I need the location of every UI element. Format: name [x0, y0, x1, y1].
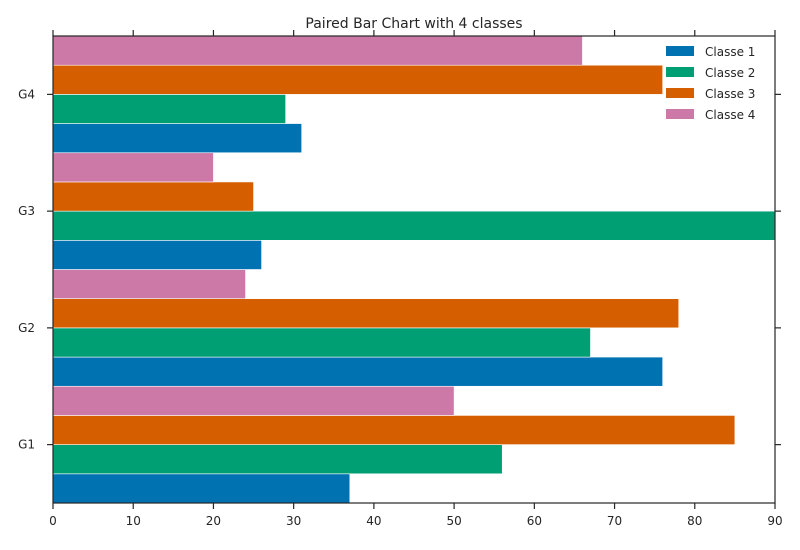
y-tick-label: G3	[18, 204, 35, 218]
legend-label: Classe 4	[705, 108, 755, 122]
bar-g4-series-4	[52, 35, 583, 66]
bar-g1-series-4	[52, 385, 455, 416]
bar-g1-series-1	[52, 473, 351, 504]
ticks-layer: 0 10 20 30 40 50 60 70 80 90 G1 G2 G3 G4	[18, 30, 783, 528]
x-tick-label: 40	[366, 514, 381, 528]
bar-g3-series-4	[52, 152, 214, 183]
legend-label: Classe 3	[705, 87, 755, 101]
y-tick-label: G4	[18, 87, 35, 101]
legend-label: Classe 2	[705, 66, 755, 80]
bar-g3-series-2	[52, 210, 776, 241]
legend: Classe 1 Classe 2 Classe 3 Classe 4	[666, 45, 755, 122]
x-tick-label: 20	[206, 514, 221, 528]
x-tick-label: 70	[607, 514, 622, 528]
bar-g3-series-3	[52, 181, 254, 212]
legend-label: Classe 1	[705, 45, 755, 59]
legend-swatch	[666, 46, 694, 56]
bar-g1-series-3	[52, 415, 736, 445]
legend-swatch	[666, 67, 694, 77]
legend-swatch	[666, 88, 694, 98]
bar-g4-series-1	[52, 123, 302, 154]
legend-swatch	[666, 109, 694, 119]
bar-g2-series-3	[52, 298, 680, 329]
bar-g2-series-4	[52, 269, 246, 299]
x-tick-label: 50	[446, 514, 461, 528]
x-tick-label: 90	[767, 514, 782, 528]
x-tick-label: 0	[49, 514, 57, 528]
y-tick-label: G2	[18, 321, 35, 335]
x-tick-label: 80	[687, 514, 702, 528]
bar-g2-series-2	[52, 327, 591, 358]
plot-frame	[52, 35, 776, 504]
bar-g1-series-2	[52, 444, 503, 475]
bars-layer	[52, 35, 776, 504]
bar-g3-series-1	[52, 240, 262, 270]
x-tick-label: 30	[286, 514, 301, 528]
bar-g2-series-1	[52, 356, 663, 387]
bar-g4-series-3	[52, 64, 663, 95]
bar-g4-series-2	[52, 94, 286, 124]
chart-title: Paired Bar Chart with 4 classes	[305, 16, 522, 32]
x-tick-label: 60	[527, 514, 542, 528]
x-tick-label: 10	[126, 514, 141, 528]
y-tick-label: G1	[18, 438, 35, 452]
